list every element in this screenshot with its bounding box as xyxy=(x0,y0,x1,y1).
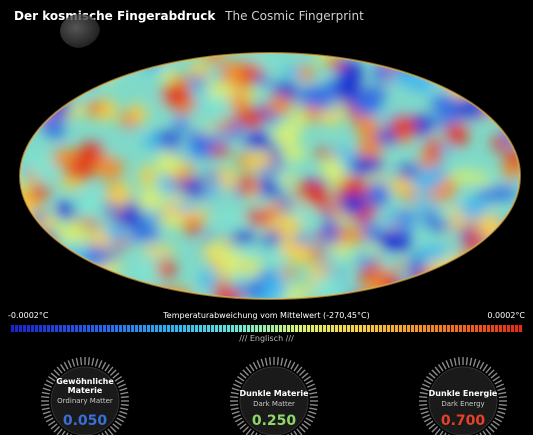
gauge-title: Gewöhnliche Materie xyxy=(56,377,114,395)
title-english: The Cosmic Fingerprint xyxy=(225,9,364,23)
gauge-title: Dunkle Energie xyxy=(428,389,498,398)
gauge-subtitle: Dark Matter xyxy=(253,400,295,408)
gauge-title: Dunkle Materie xyxy=(239,389,309,398)
cmb-sky-map xyxy=(19,52,521,300)
gauge-ordinary-matter[interactable]: Gewöhnliche Materie Ordinary Matter 0.05… xyxy=(37,355,133,435)
gauge-value: 0.700 xyxy=(440,413,486,429)
language-toggle[interactable]: /// Englisch /// xyxy=(239,334,294,343)
gauge-value: 0.250 xyxy=(251,413,297,429)
gauge-value: 0.050 xyxy=(62,413,108,429)
gauge-dial xyxy=(41,357,129,435)
scale-min-label: -0.0002°C xyxy=(8,311,49,320)
scale-caption: Temperaturabweichung vom Mittelwert (-27… xyxy=(163,311,370,320)
title-german: Der kosmische Fingerabdruck xyxy=(14,9,216,23)
gauge-dark-matter[interactable]: Dunkle Materie Dark Matter 0.250 xyxy=(226,355,322,435)
color-bar xyxy=(10,325,523,332)
scale-max-label: 0.0002°C xyxy=(487,311,525,320)
gauge-dark-energy[interactable]: Dunkle Energie Dark Energy 0.700 xyxy=(415,355,511,435)
color-bar-ticks xyxy=(10,325,523,332)
gauge-dial xyxy=(419,357,507,435)
decorative-blob xyxy=(60,14,100,48)
gauge-dial xyxy=(230,357,318,435)
temperature-scale: -0.0002°C Temperaturabweichung vom Mitte… xyxy=(8,311,525,325)
gauge-subtitle: Dark Energy xyxy=(441,400,485,408)
gauge-subtitle: Ordinary Matter xyxy=(57,397,113,405)
